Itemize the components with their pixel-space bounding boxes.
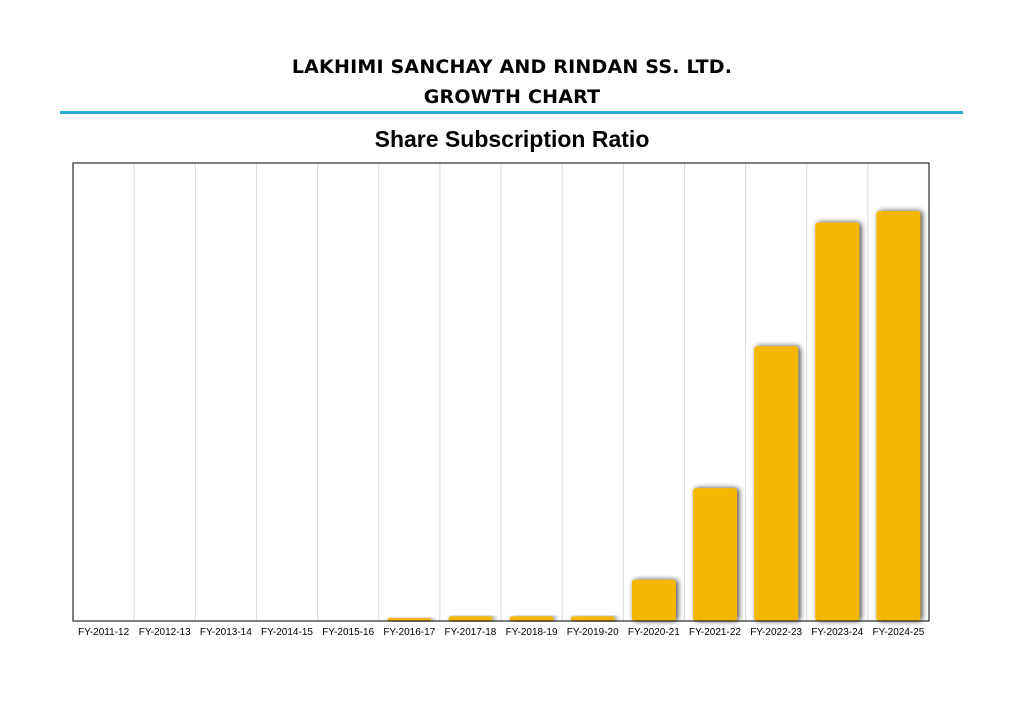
x-tick-label: FY-2018-19 [506,627,558,638]
bar-fy-2018-19 [509,616,554,621]
x-tick-label: FY-2023-24 [811,627,863,638]
x-tick-label: FY-2013-14 [200,627,252,638]
chart-title: Share Subscription Ratio [374,126,650,152]
x-tick-label: FY-2015-16 [322,627,374,638]
x-tick-label: FY-2020-21 [628,627,680,638]
bar-fy-2024-25 [876,211,921,621]
x-tick-label: FY-2012-13 [139,627,191,638]
chart-subtitle: GROWTH CHART [423,86,601,108]
x-tick-label: FY-2022-23 [750,627,802,638]
bar-fy-2020-21 [631,579,676,621]
x-tick-label: FY-2024-25 [872,627,924,638]
x-tick-label: FY-2011-12 [78,627,130,638]
x-tick-label: FY-2021-22 [689,627,741,638]
bar-fy-2023-24 [815,222,860,622]
x-tick-label: FY-2019-20 [567,627,619,638]
bar-fy-2019-20 [570,616,615,621]
x-axis-labels: FY-2011-12 FY-2012-13 FY-2013-14 FY-2014-15… [78,627,925,638]
bar-fy-2021-22 [692,488,738,621]
x-tick-label: FY-2014-15 [261,627,313,638]
x-tick-label: FY-2017-18 [444,627,496,638]
bars [387,211,921,622]
bar-fy-2016-17 [387,618,432,621]
x-tick-label: FY-2016-17 [383,627,435,638]
header-divider [60,111,963,114]
bar-fy-2022-23 [754,346,799,621]
bar-fy-2017-18 [448,616,493,621]
company-name: LAKHIMI SANCHAY AND RINDAN SS. LTD. [291,56,733,78]
plot-frame [72,162,930,622]
gridlines [133,163,869,621]
